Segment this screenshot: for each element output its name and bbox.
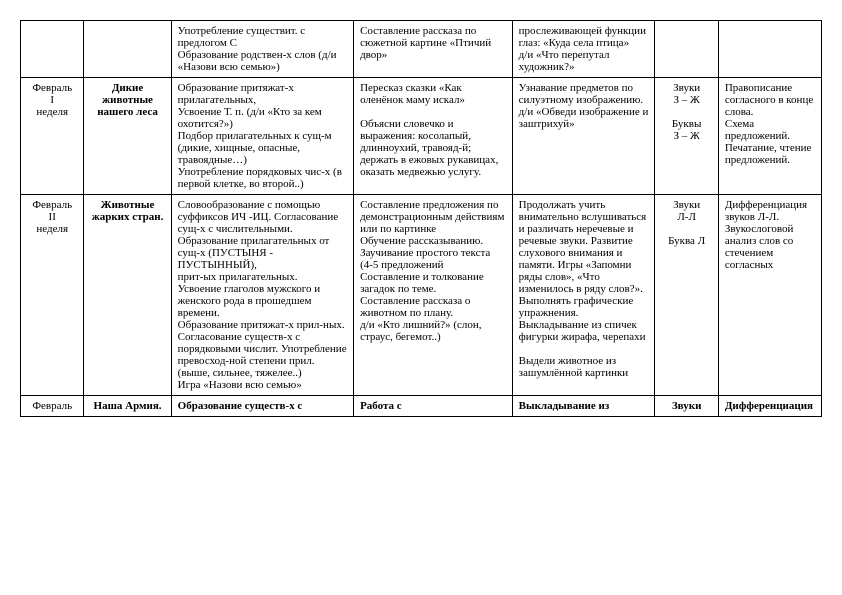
cell-writing: Правописание согласного в конце слова.Сх… <box>718 78 821 195</box>
cell-sounds: Звуки <box>655 396 718 417</box>
cell-grammar: Словообразование с помощью суффиксов ИЧ … <box>171 195 353 396</box>
curriculum-table: Употребление существит. с предлогом СОбр… <box>20 20 822 417</box>
cell-writing <box>718 21 821 78</box>
cell-visual: Продолжать учить внимательно вслушиватьс… <box>512 195 655 396</box>
cell-topic <box>84 21 171 78</box>
cell-speech: Работа с <box>354 396 513 417</box>
cell-topic: Наша Армия. <box>84 396 171 417</box>
cell-period <box>21 21 84 78</box>
cell-grammar: Употребление существит. с предлогом СОбр… <box>171 21 353 78</box>
cell-visual: Узнавание предметов по силуэтному изобра… <box>512 78 655 195</box>
table-row: ФевральIIнеделя Животныежарких стран. Сл… <box>21 195 822 396</box>
table-body: Употребление существит. с предлогом СОбр… <box>21 21 822 417</box>
cell-period: ФевральIIнеделя <box>21 195 84 396</box>
cell-grammar: Образование притяжат-х прилагательных,Ус… <box>171 78 353 195</box>
cell-writing: Дифференциация <box>718 396 821 417</box>
cell-sounds: ЗвукиЗ – ЖБуквыЗ – Ж <box>655 78 718 195</box>
table-row: Употребление существит. с предлогом СОбр… <box>21 21 822 78</box>
cell-grammar: Образование существ-х с <box>171 396 353 417</box>
cell-visual: прослеживающей функции глаз: «Куда села … <box>512 21 655 78</box>
cell-speech: Пересказ сказки «Как оленёнок маму искал… <box>354 78 513 195</box>
cell-writing: Дифференциациязвуков Л-Л.Звукослоговой а… <box>718 195 821 396</box>
cell-topic: Дикиеживотныенашего леса <box>84 78 171 195</box>
cell-visual: Выкладывание из <box>512 396 655 417</box>
table-row: Февраль Наша Армия. Образование существ-… <box>21 396 822 417</box>
table-row: ФевральIнеделя Дикиеживотныенашего леса … <box>21 78 822 195</box>
cell-sounds: ЗвукиЛ-ЛБуква Л <box>655 195 718 396</box>
cell-period: Февраль <box>21 396 84 417</box>
cell-period: ФевральIнеделя <box>21 78 84 195</box>
cell-speech: Составление рассказа по сюжетной картине… <box>354 21 513 78</box>
cell-sounds <box>655 21 718 78</box>
cell-topic: Животныежарких стран. <box>84 195 171 396</box>
cell-speech: Составление предложения по демонстрацион… <box>354 195 513 396</box>
